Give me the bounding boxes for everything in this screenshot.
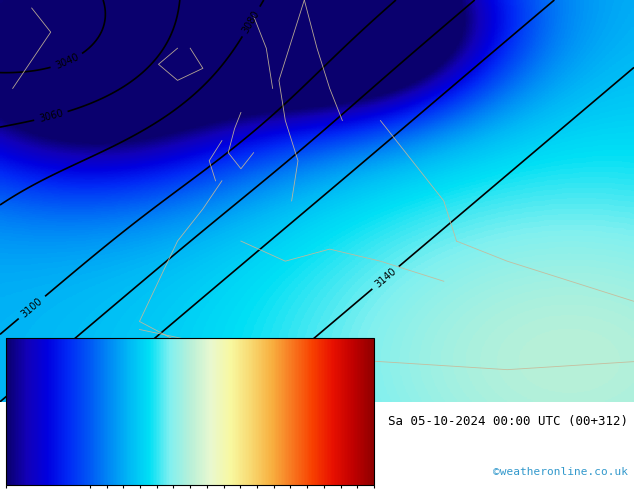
Text: ©weatheronline.co.uk: ©weatheronline.co.uk — [493, 467, 628, 477]
Text: 3100: 3100 — [19, 295, 44, 319]
Text: 3080: 3080 — [241, 8, 262, 35]
Text: 3060: 3060 — [38, 108, 64, 124]
Text: Sa 05-10-2024 00:00 UTC (00+312): Sa 05-10-2024 00:00 UTC (00+312) — [387, 415, 628, 428]
Text: 3040: 3040 — [54, 52, 80, 71]
Text: 3110: 3110 — [22, 361, 48, 384]
Text: 3140: 3140 — [373, 266, 398, 290]
Text: Height/Temp. 10 hPa [gdmp][°C] GFS ENS: Height/Temp. 10 hPa [gdmp][°C] GFS ENS — [6, 415, 292, 428]
Text: 3120: 3120 — [102, 360, 127, 384]
